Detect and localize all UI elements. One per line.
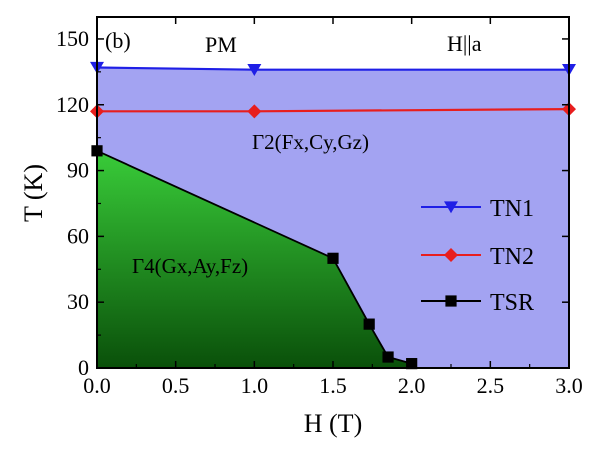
tsr-marker-3 xyxy=(382,351,394,363)
legend-marker-1 xyxy=(444,248,458,262)
y-tick-label-5: 150 xyxy=(56,26,89,51)
x-tick-label-2: 1.0 xyxy=(241,373,269,398)
y-tick-label-3: 90 xyxy=(67,158,89,183)
tn1-line xyxy=(97,66,569,71)
legend-label-0: TN1 xyxy=(490,196,534,222)
y-tick-label-1: 30 xyxy=(67,289,89,314)
legend-label-2: TSR xyxy=(490,290,534,316)
x-tick-label-0: 0.0 xyxy=(83,373,111,398)
legend: TN1 TN2 TSR xyxy=(421,196,534,316)
y-tick-label-0: 0 xyxy=(78,355,89,380)
legend-label-1: TN2 xyxy=(490,244,534,270)
tn1-marker-1 xyxy=(247,64,262,76)
y-tick-label-4: 120 xyxy=(56,92,89,117)
legend-marker-0 xyxy=(444,201,458,214)
x-tick-label-3: 1.5 xyxy=(319,373,347,398)
field-orientation-label: H||a xyxy=(447,31,482,56)
tn2-marker-1 xyxy=(247,104,262,119)
y-tick-label-2: 60 xyxy=(67,223,89,248)
legend-marker-2 xyxy=(445,295,457,307)
x-tick-label-6: 3.0 xyxy=(555,373,583,398)
y-axis-label: T (K) xyxy=(19,164,48,222)
gamma4-region-label: Γ4(Gx,Ay,Fz) xyxy=(132,254,248,278)
tsr-marker-1 xyxy=(327,252,339,264)
tsr-marker-2 xyxy=(363,318,375,330)
x-axis-label: H (T) xyxy=(304,409,362,438)
pm-region-label: PM xyxy=(205,32,237,57)
gamma2-region-label: Γ2(Fx,Cy,Gz) xyxy=(252,130,369,154)
panel-label: (b) xyxy=(105,28,131,53)
x-tick-label-5: 2.5 xyxy=(477,373,505,398)
x-tick-label-4: 2.0 xyxy=(398,373,426,398)
gamma4-region-fill xyxy=(97,150,412,368)
x-tick-label-1: 0.5 xyxy=(162,373,190,398)
